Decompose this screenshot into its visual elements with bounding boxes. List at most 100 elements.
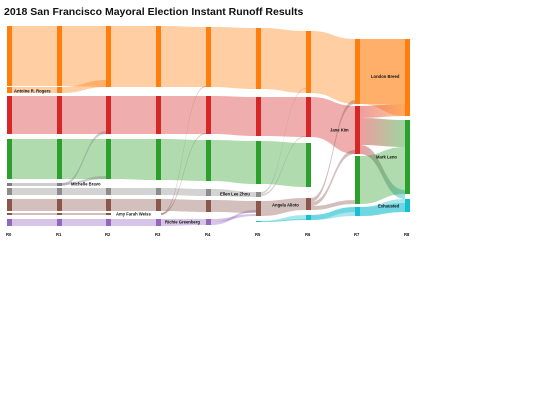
flow-breed-r5-32 xyxy=(261,28,306,93)
node-leno-R4-2[interactable] xyxy=(206,140,211,181)
node-exhausted-R7-3[interactable] xyxy=(355,207,360,216)
node-leno-R3-2[interactable] xyxy=(156,139,161,180)
flow-links xyxy=(12,26,405,226)
node-greenberg-R3-5[interactable] xyxy=(156,219,161,226)
label-weiss: Amy Farah Weiss xyxy=(116,212,152,217)
node-rogers-R1-1[interactable] xyxy=(57,87,62,93)
node-zhou-R4-3[interactable] xyxy=(206,189,211,196)
flow-alioto-r6-54 xyxy=(311,150,355,206)
node-breed-R2-0[interactable] xyxy=(106,26,111,87)
flow-kim-r7-59 xyxy=(360,145,405,199)
flow-leno-r3-24 xyxy=(161,139,206,181)
node-bravo-R0-4[interactable] xyxy=(7,183,12,186)
node-zhou-R2-3[interactable] xyxy=(106,188,111,195)
node-alioto-R6-3[interactable] xyxy=(306,198,311,210)
flow-rogers-r0-1 xyxy=(12,87,57,93)
node-zhou-R5-3[interactable] xyxy=(256,192,261,197)
flow-exhausted-r7-41 xyxy=(360,199,405,216)
flow-weiss-r3-26 xyxy=(161,199,206,212)
node-leno-R8-1[interactable] xyxy=(405,120,410,194)
node-breed-R1-0[interactable] xyxy=(57,26,62,86)
node-alioto-R5-4[interactable] xyxy=(256,201,261,216)
node-kim-R0-2[interactable] xyxy=(7,96,12,134)
node-leno-R0-3[interactable] xyxy=(7,139,12,179)
flow-zhou-r0-5 xyxy=(12,188,57,195)
node-breed-R0-0[interactable] xyxy=(7,26,12,86)
flow-bravo-r1-43 xyxy=(62,131,106,186)
node-weiss-R1-6[interactable] xyxy=(57,199,62,211)
node-kim-R2-1[interactable] xyxy=(106,96,111,134)
node-kim-R7-1[interactable] xyxy=(355,106,360,154)
flow-breed-r7-40 xyxy=(360,39,405,116)
node-weiss-R4-4[interactable] xyxy=(206,200,211,212)
label-bravo: Michelle Bravo xyxy=(71,182,101,187)
node-greenberg-R4-5[interactable] xyxy=(206,219,211,225)
round-tick-R3: R3 xyxy=(155,232,161,237)
round-tick-R1: R1 xyxy=(56,232,62,237)
node-zhou-R0-5[interactable] xyxy=(7,188,12,195)
round-nodes xyxy=(7,26,410,226)
chart-title: 2018 San Francisco Mayoral Election Inst… xyxy=(4,6,304,18)
node-weiss-R2-4[interactable] xyxy=(106,199,111,211)
node-breed-R5-0[interactable] xyxy=(256,28,261,89)
node-exhausted-R8-2[interactable] xyxy=(405,199,410,212)
flow-kim-r0-2 xyxy=(12,96,57,134)
node-bravo-R1-4[interactable] xyxy=(57,183,62,186)
node-breed-R6-0[interactable] xyxy=(306,31,311,93)
node-greenberg-R2-6[interactable] xyxy=(106,219,111,226)
node-breed-R8-0[interactable] xyxy=(405,39,410,116)
node-kim-R3-1[interactable] xyxy=(156,96,161,134)
node-leno-R1-3[interactable] xyxy=(57,139,62,179)
flow-bravo-r1-44 xyxy=(62,176,106,185)
flow-rogers-r1-42 xyxy=(62,80,106,93)
flow-zhou-r1-12 xyxy=(62,188,106,195)
node-leno-R7-2[interactable] xyxy=(355,156,360,204)
node-leno-R2-2[interactable] xyxy=(106,139,111,179)
flow-kim-r3-23 xyxy=(161,96,206,134)
flow-alioto-r6-53 xyxy=(311,100,355,202)
round-tick-R6: R6 xyxy=(305,232,311,237)
flow-kim-r5-33 xyxy=(261,97,306,137)
flow-zhou-r3-25 xyxy=(161,188,206,196)
node-weiss-R3-4[interactable] xyxy=(156,199,161,211)
flow-leno-r5-34 xyxy=(261,141,306,187)
label-alioto: Angela Alioto xyxy=(272,203,299,208)
node-breed-R3-0[interactable] xyxy=(156,26,161,87)
node-kim-R4-1[interactable] xyxy=(206,96,211,134)
node-kim-R1-2[interactable] xyxy=(57,96,62,134)
node-greenberg-R0-8[interactable] xyxy=(7,219,12,226)
flow-kim-r6-38 xyxy=(311,97,355,154)
node-zhou-R3-3[interactable] xyxy=(156,188,161,195)
flow-breed-r4-28 xyxy=(211,27,256,89)
node-greenberg-R1-8[interactable] xyxy=(57,219,62,226)
flow-zhou-r2-19 xyxy=(111,188,156,195)
flow-zhou-r5-50 xyxy=(261,88,306,194)
node-weiss-R0-6[interactable] xyxy=(7,199,12,211)
label-leno: Mark Leno xyxy=(376,155,397,160)
node-kim-R6-1[interactable] xyxy=(306,97,311,137)
node-exhausted-R6-4[interactable] xyxy=(306,215,311,220)
node-zhou-R1-5[interactable] xyxy=(57,188,62,195)
node-weiss-R2-5[interactable] xyxy=(106,213,111,215)
node-weiss-R1-7[interactable] xyxy=(57,213,62,215)
flow-greenberg-r0-8 xyxy=(12,219,57,226)
node-exhausted-R5-5[interactable] xyxy=(256,221,261,222)
label-rogers: Antoine R. Rogers xyxy=(14,89,51,94)
node-leno-R6-2[interactable] xyxy=(306,143,311,187)
flow-exhausted-r5-52 xyxy=(261,219,306,222)
node-kim-R5-1[interactable] xyxy=(256,97,261,136)
node-rogers-R0-1[interactable] xyxy=(7,87,12,93)
node-weiss-R0-7[interactable] xyxy=(7,213,12,215)
flow-kim-r4-29 xyxy=(211,96,256,136)
flow-kim-r7-57 xyxy=(360,104,405,118)
flow-weiss-r3-46 xyxy=(161,133,206,215)
node-leno-R5-2[interactable] xyxy=(256,141,261,184)
flow-breed-r7-61 xyxy=(360,39,405,104)
flow-alioto-r5-35 xyxy=(261,198,306,216)
flow-weiss-r2-20 xyxy=(111,199,156,211)
flow-leno-r1-11 xyxy=(62,139,106,179)
flow-kim-r7-58 xyxy=(360,118,405,147)
node-breed-R7-0[interactable] xyxy=(355,39,360,104)
label-exhausted: Exhausted xyxy=(378,204,400,209)
node-breed-R4-0[interactable] xyxy=(206,27,211,87)
